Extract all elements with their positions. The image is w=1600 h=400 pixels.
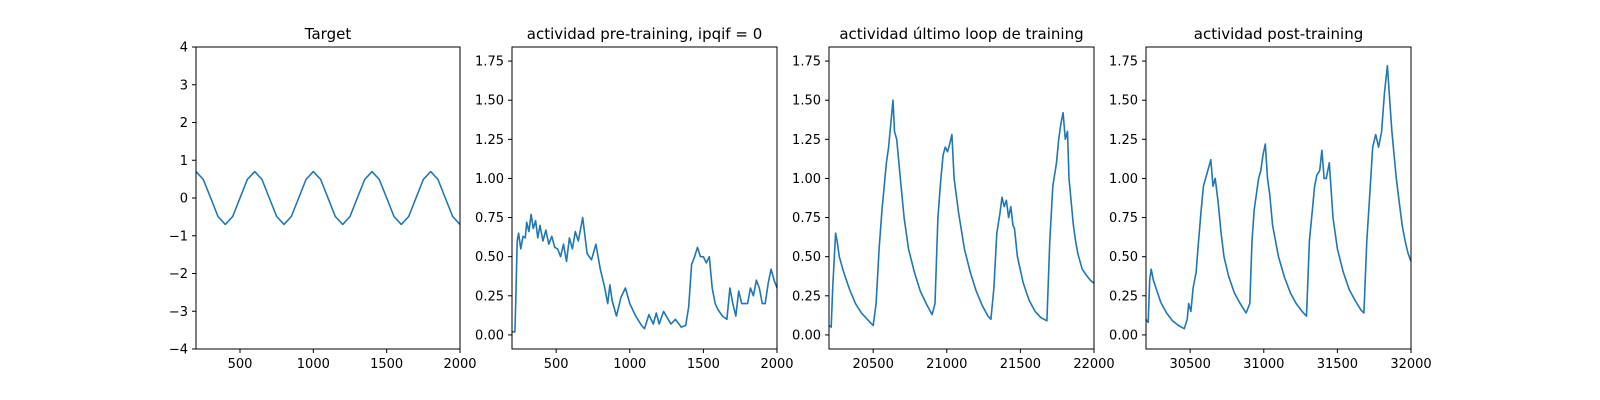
chart-panel-1: Target 500 1000 1500 2000 −4 −3 −2 −1 0 1 2 3 4 xyxy=(169,25,477,372)
y-tick-label: −2 xyxy=(169,267,188,282)
y-tick-label: 0.00 xyxy=(792,328,821,343)
y-tick-label: 0.25 xyxy=(475,289,504,304)
y-tick-label: 1.00 xyxy=(1109,172,1138,187)
x-tick-label: 2000 xyxy=(443,357,476,372)
chart-panel-2: actividad pre-training, ipqif = 0 500 1000… xyxy=(475,25,794,372)
x-tick-label: 21500 xyxy=(1000,357,1041,372)
x-tick-label: 32000 xyxy=(1390,357,1431,372)
chart-title: actividad post-training xyxy=(1194,25,1363,43)
series-line xyxy=(195,170,461,226)
series-line xyxy=(512,213,778,333)
x-tick-label: 30500 xyxy=(1169,357,1210,372)
x-tick-label: 1000 xyxy=(297,357,330,372)
y-tick-label: 4 xyxy=(180,41,188,56)
y-tick-label: 0.25 xyxy=(792,289,821,304)
axes-frame xyxy=(511,46,778,350)
x-tick-label: 2000 xyxy=(760,357,793,372)
axes-frame xyxy=(828,46,1095,350)
y-tick-label: 1 xyxy=(180,154,188,169)
x-tick-label: 1500 xyxy=(370,357,403,372)
y-tick-label: 0.25 xyxy=(1109,289,1138,304)
y-tick-label: 1.75 xyxy=(475,55,504,70)
x-tick-label: 1500 xyxy=(687,357,720,372)
series-line xyxy=(1145,65,1412,330)
chart-title: actividad último loop de training xyxy=(839,25,1083,43)
y-tick-label: 3 xyxy=(180,78,188,93)
x-tick-label: 500 xyxy=(228,357,253,372)
y-tick-label: 0.75 xyxy=(792,211,821,226)
y-tick-label: 0.50 xyxy=(475,250,504,265)
y-tick-label: 0.75 xyxy=(1109,211,1138,226)
y-tick-label: 0.50 xyxy=(792,250,821,265)
y-tick-label: −4 xyxy=(169,343,188,358)
x-tick-label: 31500 xyxy=(1317,357,1358,372)
y-tick-label: −3 xyxy=(169,305,188,320)
chart-title: Target xyxy=(304,25,352,43)
y-tick-label: 0.00 xyxy=(1109,328,1138,343)
y-tick-label: 1.00 xyxy=(475,172,504,187)
chart-title: actividad pre-training, ipqif = 0 xyxy=(527,25,763,43)
chart-panel-3: actividad último loop de training 20500 21… xyxy=(792,25,1115,372)
y-tick-label: 2 xyxy=(180,116,188,131)
x-tick-label: 500 xyxy=(544,357,569,372)
series-line xyxy=(828,99,1095,328)
y-tick-label: 1.50 xyxy=(792,94,821,109)
y-tick-label: 1.25 xyxy=(792,133,821,148)
x-tick-label: 1000 xyxy=(613,357,646,372)
y-tick-label: 1.75 xyxy=(1109,55,1138,70)
x-tick-label: 20500 xyxy=(852,357,893,372)
y-tick-label: 1.75 xyxy=(792,55,821,70)
y-tick-label: 1.00 xyxy=(792,172,821,187)
x-tick-label: 22000 xyxy=(1073,357,1114,372)
axes-frame xyxy=(1145,46,1412,350)
y-tick-label: 0 xyxy=(180,192,188,207)
y-tick-label: 1.50 xyxy=(475,94,504,109)
y-tick-label: 1.25 xyxy=(475,133,504,148)
x-tick-label: 21000 xyxy=(926,357,967,372)
y-tick-label: 0.50 xyxy=(1109,250,1138,265)
y-tick-label: 1.25 xyxy=(1109,133,1138,148)
y-tick-label: −1 xyxy=(169,229,188,244)
y-tick-label: 1.50 xyxy=(1109,94,1138,109)
chart-panel-4: actividad post-training 30500 31000 31500 32… xyxy=(1109,25,1432,372)
y-tick-label: 0.00 xyxy=(475,328,504,343)
y-tick-label: 0.75 xyxy=(475,211,504,226)
x-tick-label: 31000 xyxy=(1243,357,1284,372)
